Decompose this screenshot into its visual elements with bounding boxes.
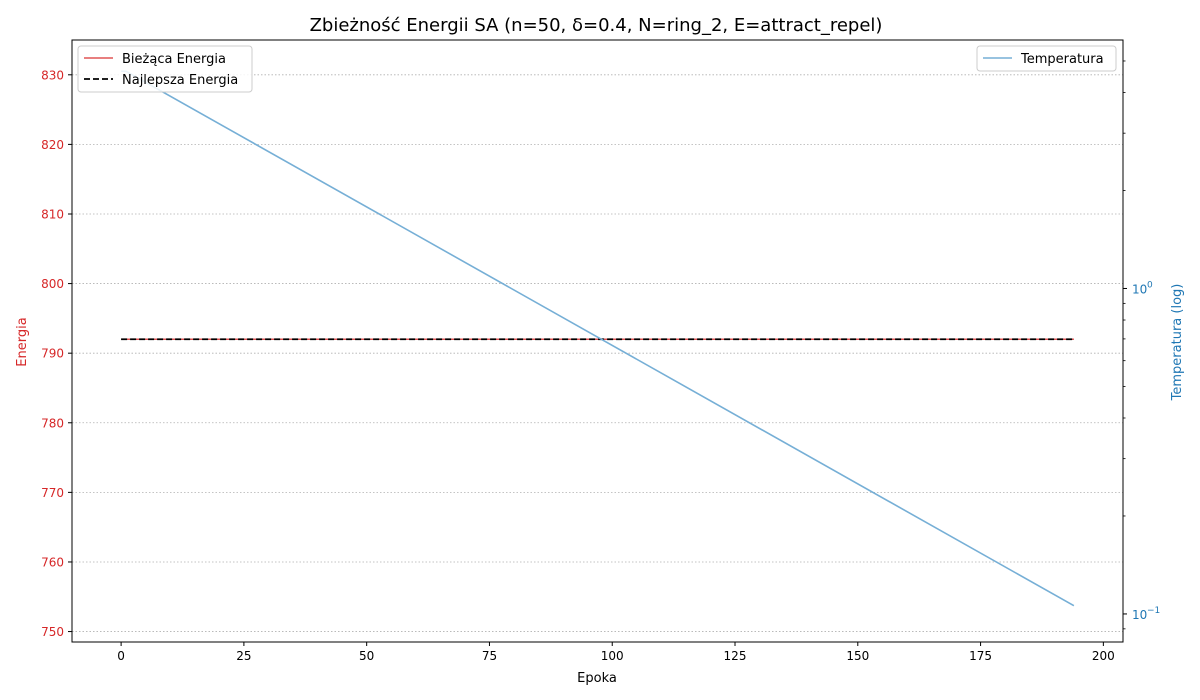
y-left-tick-label: 770 — [41, 486, 64, 500]
legend-left-box — [77, 45, 253, 93]
legend-label-current-energy: Bieżąca Energia — [122, 52, 226, 67]
y-right-tick-label-base: 10 — [1132, 608, 1147, 622]
x-tick-label: 200 — [1092, 649, 1115, 663]
x-tick-label: 150 — [846, 649, 869, 663]
x-tick-label: 100 — [601, 649, 624, 663]
y-left-tick-label: 810 — [41, 207, 64, 221]
x-axis: 0 25 50 75 100 125 150 175 200 — [117, 642, 1115, 663]
y-left-tick-label: 790 — [41, 347, 64, 361]
legend-right-box — [976, 45, 1117, 72]
y-left-tick-label: 750 — [41, 625, 64, 639]
y-right-tick-label-exponent: −1 — [1147, 606, 1160, 616]
legend-label-best-energy: Najlepsza Energia — [122, 73, 238, 88]
x-tick-label: 25 — [236, 649, 251, 663]
y-left-tick-label: 760 — [41, 555, 64, 569]
chart-title: Zbieżność Energii SA (n=50, δ=0.4, N=rin… — [310, 15, 883, 36]
x-tick-label: 125 — [724, 649, 747, 663]
series-layer — [121, 70, 1075, 607]
y-left-tick-label: 830 — [41, 68, 64, 82]
y-axis-right-title: Temperatura (log) — [1170, 284, 1185, 402]
y-left-tick-label: 820 — [41, 138, 64, 152]
x-tick-label: 175 — [969, 649, 992, 663]
x-tick-label: 75 — [482, 649, 497, 663]
y-right-tick-label-exponent: 0 — [1147, 280, 1153, 290]
y-left-tick-label: 780 — [41, 416, 64, 430]
x-tick-label: 50 — [359, 649, 374, 663]
y-right-tick-label: 10 0 — [1132, 280, 1153, 296]
legend-left: Bieżąca Energia Najlepsza Energia — [77, 45, 253, 93]
x-axis-title: Epoka — [577, 671, 617, 686]
y-right-tick-label-base: 10 — [1132, 282, 1147, 296]
y-axis-left-title: Energia — [15, 317, 30, 366]
y-left-tick-label: 800 — [41, 277, 64, 291]
y-right-tick-label: 10 −1 — [1132, 606, 1160, 622]
legend-right: Temperatura — [976, 45, 1117, 72]
legend-label-temperature: Temperatura — [1020, 52, 1104, 67]
grid — [72, 74, 1123, 632]
plot-frame — [71, 39, 1124, 643]
y-axis-left: 750 760 770 780 790 800 810 820 830 — [41, 68, 72, 639]
x-tick-label: 0 — [117, 649, 125, 663]
